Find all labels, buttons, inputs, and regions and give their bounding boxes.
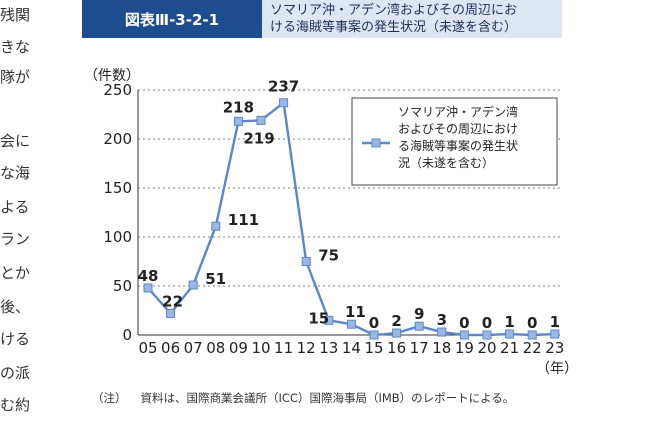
data-label: 219 xyxy=(243,129,274,147)
side-text-line: 会に xyxy=(0,132,31,150)
data-point xyxy=(414,321,424,331)
x-tick-label: 19 xyxy=(455,339,474,357)
x-tick-label: 15 xyxy=(364,339,383,357)
y-tick-label: 200 xyxy=(103,130,132,148)
data-point xyxy=(437,327,447,337)
side-text-line: 残関 xyxy=(0,6,31,24)
data-label: 1 xyxy=(550,313,560,331)
x-tick-label: 22 xyxy=(523,339,542,357)
data-point xyxy=(369,330,379,340)
data-point xyxy=(233,116,243,126)
figure-title-line-1: ソマリア沖・アデン湾およびその周辺にお xyxy=(270,3,518,18)
side-text-line: よる xyxy=(0,198,30,216)
data-point xyxy=(211,221,221,231)
x-tick-label: 12 xyxy=(297,339,316,357)
side-text-line: ラン xyxy=(0,230,31,248)
y-tick-label: 150 xyxy=(103,179,132,197)
data-label: 22 xyxy=(162,292,183,310)
data-point xyxy=(346,319,356,329)
x-axis-label: （年） xyxy=(536,361,578,377)
data-label: 9 xyxy=(414,305,424,323)
side-text-column: 残関きな隊が会にな海よるランとか後、けるの派む約 xyxy=(0,0,30,422)
y-tick-label: 50 xyxy=(113,277,132,295)
x-tick-label: 17 xyxy=(410,339,429,357)
data-point xyxy=(279,98,289,108)
figure-number-tag: 図表Ⅲ-3-2-1 xyxy=(82,0,262,38)
data-point xyxy=(550,329,560,339)
data-label: 2 xyxy=(391,312,401,330)
side-text-line: ける xyxy=(0,330,31,348)
data-point xyxy=(166,308,176,318)
x-tick-label: 21 xyxy=(500,339,519,357)
x-tick-label: 16 xyxy=(387,339,406,357)
y-tick-label: 250 xyxy=(103,81,132,99)
data-point xyxy=(482,330,492,340)
x-tick-label: 14 xyxy=(342,339,361,357)
data-point xyxy=(188,280,198,290)
side-text-line: きな xyxy=(0,38,31,56)
y-tick-label: 0 xyxy=(122,326,132,344)
x-tick-label: 10 xyxy=(251,339,270,357)
data-label: 51 xyxy=(205,270,226,288)
side-text-line: の派 xyxy=(0,364,31,382)
data-label: 0 xyxy=(369,314,379,332)
x-tick-label: 11 xyxy=(274,339,293,357)
data-point xyxy=(256,115,266,125)
data-label: 1 xyxy=(504,313,514,331)
data-label: 15 xyxy=(308,309,329,327)
x-tick-label: 09 xyxy=(229,339,248,357)
data-point xyxy=(324,315,334,325)
data-point xyxy=(301,257,311,266)
legend-label-line: ソマリア沖・アデン湾 xyxy=(398,104,518,119)
data-point xyxy=(505,329,515,339)
y-tick-label: 100 xyxy=(103,228,132,246)
data-label: 11 xyxy=(345,303,366,321)
side-text-line: な海 xyxy=(0,164,31,182)
legend-label-line: およびその周辺におけ xyxy=(398,122,518,136)
x-tick-label: 13 xyxy=(319,339,338,357)
legend-label-line: 況（未遂を含む） xyxy=(398,155,494,170)
side-text-line: む約 xyxy=(0,396,31,414)
data-label: 111 xyxy=(228,211,259,229)
side-text-line: とか xyxy=(0,264,31,282)
x-tick-label: 20 xyxy=(477,339,496,357)
data-label: 218 xyxy=(223,98,254,116)
note-label: （注） xyxy=(92,391,127,405)
x-tick-label: 18 xyxy=(432,339,451,357)
side-text-line: 後、 xyxy=(0,298,31,316)
figure-title: ソマリア沖・アデン湾およびその周辺にお ける海賊等事案の発生状況（未遂を含む） xyxy=(262,0,562,38)
note-text: 資料は、国際商業会議所（ICC）国際海事局（IMB）のレポートによる。 xyxy=(140,391,515,405)
data-label: 0 xyxy=(527,314,537,332)
x-tick-label: 08 xyxy=(206,339,225,357)
x-tick-label: 06 xyxy=(161,339,180,357)
x-tick-label: 23 xyxy=(545,339,564,357)
x-tick-label: 05 xyxy=(138,339,157,357)
legend-marker-swatch xyxy=(371,138,381,148)
x-tick-label: 07 xyxy=(184,339,203,357)
data-label: 237 xyxy=(268,78,299,96)
legend-box xyxy=(351,97,558,186)
data-point xyxy=(459,330,469,340)
data-label: 75 xyxy=(318,247,339,265)
data-label: 3 xyxy=(437,311,447,329)
data-point xyxy=(143,283,153,293)
data-point xyxy=(392,328,402,338)
legend-label-line: る海賊等事案の発生状 xyxy=(398,138,518,153)
data-label: 48 xyxy=(138,267,159,285)
data-label: 0 xyxy=(459,314,469,332)
data-point xyxy=(527,330,537,340)
y-axis-label: （件数） xyxy=(84,68,140,84)
source-note: （注） 資料は、国際商業会議所（ICC）国際海事局（IMB）のレポートによる。 xyxy=(92,390,514,406)
side-text-line: 隊が xyxy=(0,68,31,86)
figure-title-line-2: ける海賊等事案の発生状況（未遂を含む） xyxy=(270,20,518,35)
data-label: 0 xyxy=(482,314,492,332)
